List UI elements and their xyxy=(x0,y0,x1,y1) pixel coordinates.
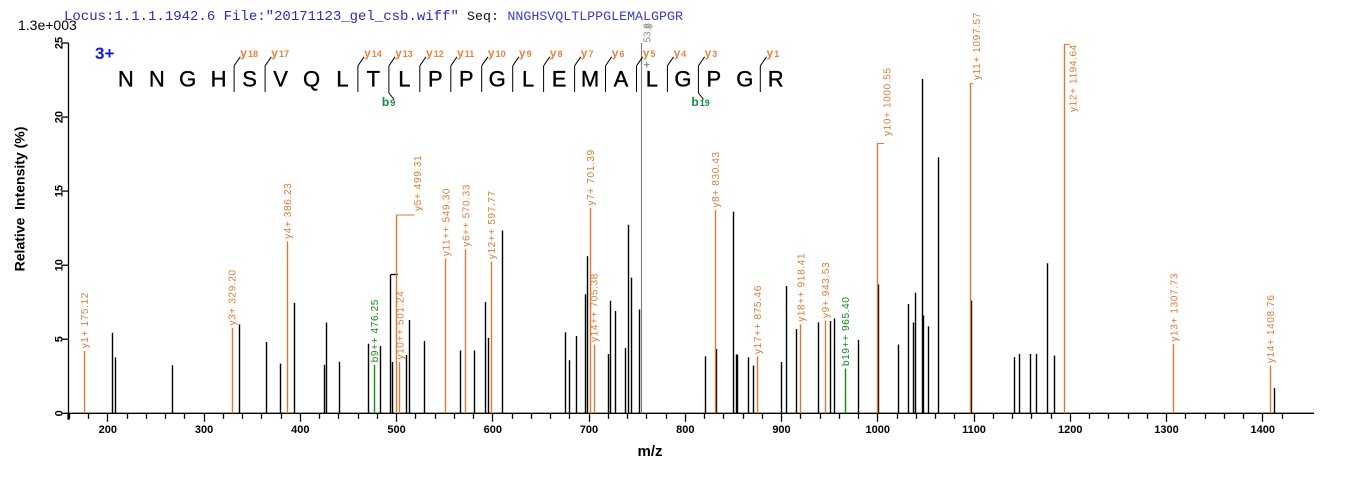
svg-text:y11+ 1097.57: y11+ 1097.57 xyxy=(972,12,983,80)
svg-text:y4: y4 xyxy=(674,46,687,60)
svg-text:E: E xyxy=(552,66,567,91)
svg-text:y11++ 549.30: y11++ 549.30 xyxy=(442,188,453,256)
svg-text:Seq:: Seq: xyxy=(467,9,499,24)
svg-text:y9: y9 xyxy=(519,46,532,60)
svg-text:900: 900 xyxy=(772,424,790,436)
svg-text:y3+ 329.20: y3+ 329.20 xyxy=(228,269,239,325)
svg-text:y7+ 701.39: y7+ 701.39 xyxy=(586,149,597,205)
svg-text:y13: y13 xyxy=(395,46,413,60)
svg-text:1000: 1000 xyxy=(866,424,890,436)
svg-text:y11: y11 xyxy=(457,46,474,60)
svg-text:y6: y6 xyxy=(612,46,625,60)
svg-text:1100: 1100 xyxy=(962,424,986,436)
svg-text:600: 600 xyxy=(484,424,502,436)
svg-text:y14: y14 xyxy=(364,46,382,60)
svg-text:P: P xyxy=(706,66,721,91)
svg-text:P: P xyxy=(459,66,474,91)
svg-text:L: L xyxy=(336,66,348,91)
svg-text:800: 800 xyxy=(676,424,694,436)
svg-text:y5+ 499.31: y5+ 499.31 xyxy=(413,155,424,211)
svg-text:NNGHSVQLTLPPGLEMALGPGR: NNGHSVQLTLPPGLEMALGPGR xyxy=(507,9,683,24)
svg-text:Locus:1.1.1.1942.6 File:"20171: Locus:1.1.1.1942.6 File:"20171123_gel_cs… xyxy=(64,9,459,25)
svg-text:V: V xyxy=(273,66,288,91)
svg-text:G: G xyxy=(489,66,506,91)
svg-text:y14+ 1408.76: y14+ 1408.76 xyxy=(1266,294,1277,363)
svg-text:y14++ 705.38: y14++ 705.38 xyxy=(590,273,601,342)
svg-text:L: L xyxy=(646,66,658,91)
svg-text:y5: y5 xyxy=(643,46,656,60)
svg-text:y13+ 1307.73: y13+ 1307.73 xyxy=(1169,273,1180,342)
svg-text:y3: y3 xyxy=(705,46,718,60)
svg-text:y1: y1 xyxy=(767,46,780,60)
svg-text:300: 300 xyxy=(195,424,213,436)
svg-text:y18++ 918.41: y18++ 918.41 xyxy=(796,253,807,322)
svg-text:y17++ 875.46: y17++ 875.46 xyxy=(753,285,764,354)
svg-text:R: R xyxy=(768,66,784,91)
svg-text:L: L xyxy=(398,66,410,91)
svg-text:5: 5 xyxy=(54,336,66,342)
svg-text:y17: y17 xyxy=(271,46,289,60)
svg-text:Q: Q xyxy=(303,66,320,91)
svg-text:1300: 1300 xyxy=(1154,424,1178,436)
svg-text:y10++ 501.24: y10++ 501.24 xyxy=(395,291,406,360)
svg-text:20: 20 xyxy=(54,111,66,123)
svg-text:3+: 3+ xyxy=(95,44,114,63)
svg-text:y10: y10 xyxy=(488,46,506,60)
svg-text:1400: 1400 xyxy=(1251,424,1275,436)
svg-text:y7: y7 xyxy=(581,46,594,60)
svg-text:Relative Intensity (%): Relative Intensity (%) xyxy=(12,127,28,272)
svg-text:1200: 1200 xyxy=(1058,424,1082,436)
svg-text:S: S xyxy=(242,66,257,91)
svg-text:200: 200 xyxy=(99,424,117,436)
svg-text:b19: b19 xyxy=(691,95,709,109)
svg-text:H: H xyxy=(211,66,227,91)
svg-text:y12++ 597.77: y12++ 597.77 xyxy=(487,190,498,259)
svg-text:L: L xyxy=(522,66,534,91)
svg-text:y8: y8 xyxy=(550,46,563,60)
svg-text:10: 10 xyxy=(54,259,66,271)
svg-text:500: 500 xyxy=(387,424,405,436)
svg-text:b19++ 965.40: b19++ 965.40 xyxy=(841,296,852,366)
svg-text:y4+ 386.23: y4+ 386.23 xyxy=(283,183,294,239)
svg-text:A: A xyxy=(614,66,629,91)
svg-text:b9++ 476.25: b9++ 476.25 xyxy=(370,299,381,362)
svg-text:y9+ 943.53: y9+ 943.53 xyxy=(821,262,832,318)
svg-text:y6++ 570.33: y6++ 570.33 xyxy=(461,184,472,247)
svg-text:y10+ 1000.55: y10+ 1000.55 xyxy=(883,67,894,136)
svg-text:15: 15 xyxy=(54,185,66,197)
svg-text:∞: ∞ xyxy=(645,21,653,33)
svg-text:1.3e+003: 1.3e+003 xyxy=(18,17,77,33)
svg-text:400: 400 xyxy=(291,424,309,436)
svg-text:700: 700 xyxy=(580,424,598,436)
svg-text:N: N xyxy=(149,66,165,91)
svg-text:53.8: 53.8 xyxy=(643,23,654,43)
svg-text:G: G xyxy=(736,66,753,91)
svg-text:b9: b9 xyxy=(382,95,395,109)
svg-text:0: 0 xyxy=(54,410,66,416)
svg-text:y8+ 830.43: y8+ 830.43 xyxy=(711,151,722,207)
svg-text:G: G xyxy=(674,66,691,91)
svg-text:y1+ 175.12: y1+ 175.12 xyxy=(80,292,91,348)
svg-text:M: M xyxy=(581,66,599,91)
svg-text:G: G xyxy=(179,66,196,91)
svg-text:y12+ 1194.64: y12+ 1194.64 xyxy=(1069,44,1080,112)
svg-text:m/z: m/z xyxy=(637,443,662,460)
svg-text:N: N xyxy=(118,66,134,91)
svg-text:P: P xyxy=(428,66,443,91)
svg-text:25: 25 xyxy=(54,37,66,49)
svg-text:+: + xyxy=(644,60,650,72)
svg-text:T: T xyxy=(367,66,380,91)
svg-text:y18: y18 xyxy=(240,46,258,60)
svg-text:y12: y12 xyxy=(426,46,444,60)
